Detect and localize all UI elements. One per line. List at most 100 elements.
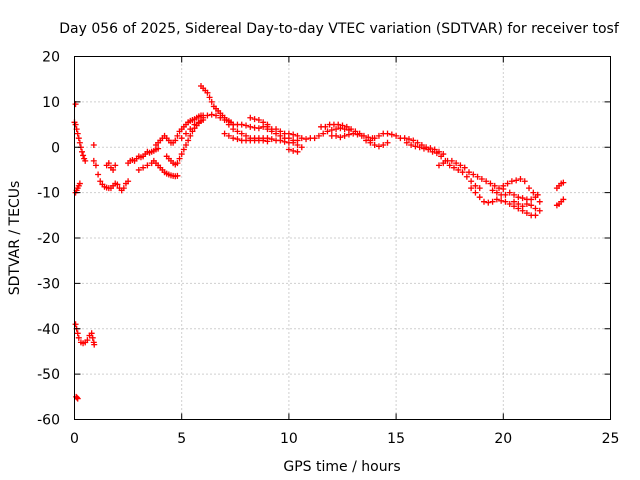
data-point [208,111,215,118]
data-point [528,202,535,209]
data-point [508,178,515,185]
data-point [341,132,348,139]
y-tick-label: -50 [37,367,60,383]
data-point [264,123,271,130]
data-point [303,136,310,143]
data-point [502,191,509,198]
data-point [519,195,526,202]
data-point [255,117,262,124]
data-point [260,119,267,126]
data-point [105,160,112,167]
data-point [393,132,400,139]
data-point [221,130,228,137]
data-point [322,123,329,130]
data-point [333,126,340,133]
x-tick-label: 15 [387,431,405,447]
data-point [75,135,82,142]
data-point [416,144,423,151]
y-tick-label: 0 [51,140,60,156]
data-point [255,125,262,132]
data-point [345,131,352,138]
data-point [294,132,301,139]
data-point [472,189,479,196]
data-point [182,141,189,148]
data-point [476,194,483,201]
data-point [481,198,488,205]
data-point [515,200,522,207]
x-tick-label: 10 [280,431,298,447]
data-point [455,166,462,173]
x-tick-label: 25 [602,431,620,447]
data-point [491,182,498,189]
data-point [519,203,526,210]
data-point [204,112,211,119]
data-point [74,395,81,402]
data-point [187,132,194,139]
data-point [474,173,481,180]
data-point [268,136,275,143]
x-tick-label: 20 [494,431,512,447]
data-point [483,178,490,185]
data-point [180,146,187,153]
data-point [174,160,181,167]
data-point [155,145,162,152]
data-point [526,185,533,192]
data-point [72,321,79,328]
data-point [311,135,318,142]
data-point [532,212,539,219]
data-point [182,130,189,137]
data-point [213,112,220,119]
x-tick-labels: 0 5 10 15 20 25 [70,431,619,447]
data-point [110,166,117,173]
data-point [506,189,513,196]
data-point [429,148,436,155]
data-point [506,200,513,207]
data-point [496,185,503,192]
data-point [90,157,97,164]
data-point [92,162,99,169]
data-point [448,157,455,164]
y-tick-label: -60 [37,413,60,429]
data-point [324,128,331,135]
y-tick-label: 10 [42,95,60,111]
data-point [511,198,518,205]
data-point [84,337,91,344]
data-points [71,82,567,402]
data-point [80,152,87,159]
data-point [414,139,421,146]
axis-ticks [74,56,611,420]
data-point [298,135,305,142]
data-point [172,137,179,144]
data-point [82,157,89,164]
data-point [247,114,254,121]
data-point [185,137,192,144]
data-point [120,185,127,192]
data-point [493,196,500,203]
data-point [251,116,258,123]
data-point [420,145,427,152]
data-point [410,137,417,144]
data-point [95,171,102,178]
data-point [337,134,344,141]
data-point [450,164,457,171]
data-point [221,117,228,124]
data-point [358,132,365,139]
data-point [560,179,567,186]
data-point [208,98,215,105]
data-point [401,135,408,142]
data-point [511,191,518,198]
data-point [320,130,327,137]
data-point [433,150,440,157]
data-point [75,334,82,341]
data-point [176,155,183,162]
data-point [97,178,104,185]
data-point [493,189,500,196]
data-point [290,147,297,154]
data-point [476,185,483,192]
data-point [76,139,83,146]
data-point [247,123,254,130]
data-point [380,141,387,148]
data-point [90,141,97,148]
data-point [532,205,539,212]
